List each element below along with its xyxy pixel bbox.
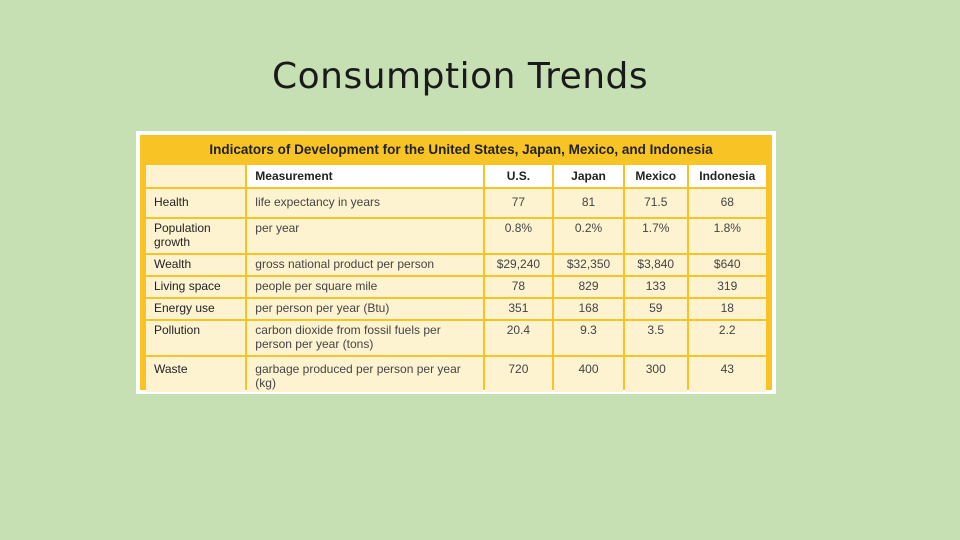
- header-us: U.S.: [484, 165, 552, 187]
- header-mexico: Mexico: [625, 165, 687, 187]
- cell-japan: 829: [554, 277, 624, 297]
- cell-mexico: 59: [625, 299, 687, 319]
- table-row: Waste garbage produced per person per ye…: [146, 357, 766, 392]
- header-indonesia: Indonesia: [688, 165, 766, 187]
- row-category: Population growth: [146, 219, 246, 253]
- indicators-table-container: Indicators of Development for the United…: [136, 131, 776, 394]
- cell-us: $29,240: [484, 255, 552, 275]
- table-header-row: Measurement U.S. Japan Mexico Indonesia: [146, 165, 766, 187]
- table-row: Health life expectancy in years 77 81 71…: [146, 189, 766, 217]
- cell-indonesia: 1.8%: [688, 219, 766, 253]
- cell-japan: 0.2%: [554, 219, 624, 253]
- cell-us: 720: [484, 357, 552, 392]
- row-measurement: people per square mile: [247, 277, 483, 297]
- row-measurement: garbage produced per person per year (kg…: [247, 357, 483, 392]
- cell-japan: 168: [554, 299, 624, 319]
- cell-us: 77: [484, 189, 552, 217]
- cell-indonesia: 2.2: [688, 321, 766, 355]
- header-category: [146, 165, 246, 187]
- cell-indonesia: 319: [688, 277, 766, 297]
- row-category: Waste: [146, 357, 246, 392]
- cell-indonesia: 43: [688, 357, 766, 392]
- cell-japan: 400: [554, 357, 624, 392]
- cell-mexico: 71.5: [625, 189, 687, 217]
- row-category: Wealth: [146, 255, 246, 275]
- row-measurement: carbon dioxide from fossil fuels per per…: [247, 321, 483, 355]
- table-row: Population growth per year 0.8% 0.2% 1.7…: [146, 219, 766, 253]
- table-row: Living space people per square mile 78 8…: [146, 277, 766, 297]
- indicators-table-frame: Indicators of Development for the United…: [140, 135, 772, 392]
- row-category: Health: [146, 189, 246, 217]
- row-category: Pollution: [146, 321, 246, 355]
- cell-mexico: 300: [625, 357, 687, 392]
- cell-mexico: 133: [625, 277, 687, 297]
- row-category: Energy use: [146, 299, 246, 319]
- header-japan: Japan: [554, 165, 624, 187]
- cell-mexico: 3.5: [625, 321, 687, 355]
- row-category: Living space: [146, 277, 246, 297]
- table-caption: Indicators of Development for the United…: [209, 142, 713, 157]
- row-measurement: per person per year (Btu): [247, 299, 483, 319]
- cell-japan: 9.3: [554, 321, 624, 355]
- row-measurement: per year: [247, 219, 483, 253]
- header-measurement: Measurement: [247, 165, 483, 187]
- cell-japan: $32,350: [554, 255, 624, 275]
- cell-mexico: 1.7%: [625, 219, 687, 253]
- cell-mexico: $3,840: [625, 255, 687, 275]
- cell-indonesia: $640: [688, 255, 766, 275]
- cell-indonesia: 68: [688, 189, 766, 217]
- cell-us: 20.4: [484, 321, 552, 355]
- row-measurement: life expectancy in years: [247, 189, 483, 217]
- row-measurement: gross national product per person: [247, 255, 483, 275]
- table-row: Energy use per person per year (Btu) 351…: [146, 299, 766, 319]
- table-row: Wealth gross national product per person…: [146, 255, 766, 275]
- cell-indonesia: 18: [688, 299, 766, 319]
- indicators-table: Measurement U.S. Japan Mexico Indonesia …: [144, 163, 768, 394]
- cell-japan: 81: [554, 189, 624, 217]
- cell-us: 0.8%: [484, 219, 552, 253]
- table-row: Pollution carbon dioxide from fossil fue…: [146, 321, 766, 355]
- slide-title: Consumption Trends: [272, 56, 649, 97]
- cell-us: 351: [484, 299, 552, 319]
- cell-us: 78: [484, 277, 552, 297]
